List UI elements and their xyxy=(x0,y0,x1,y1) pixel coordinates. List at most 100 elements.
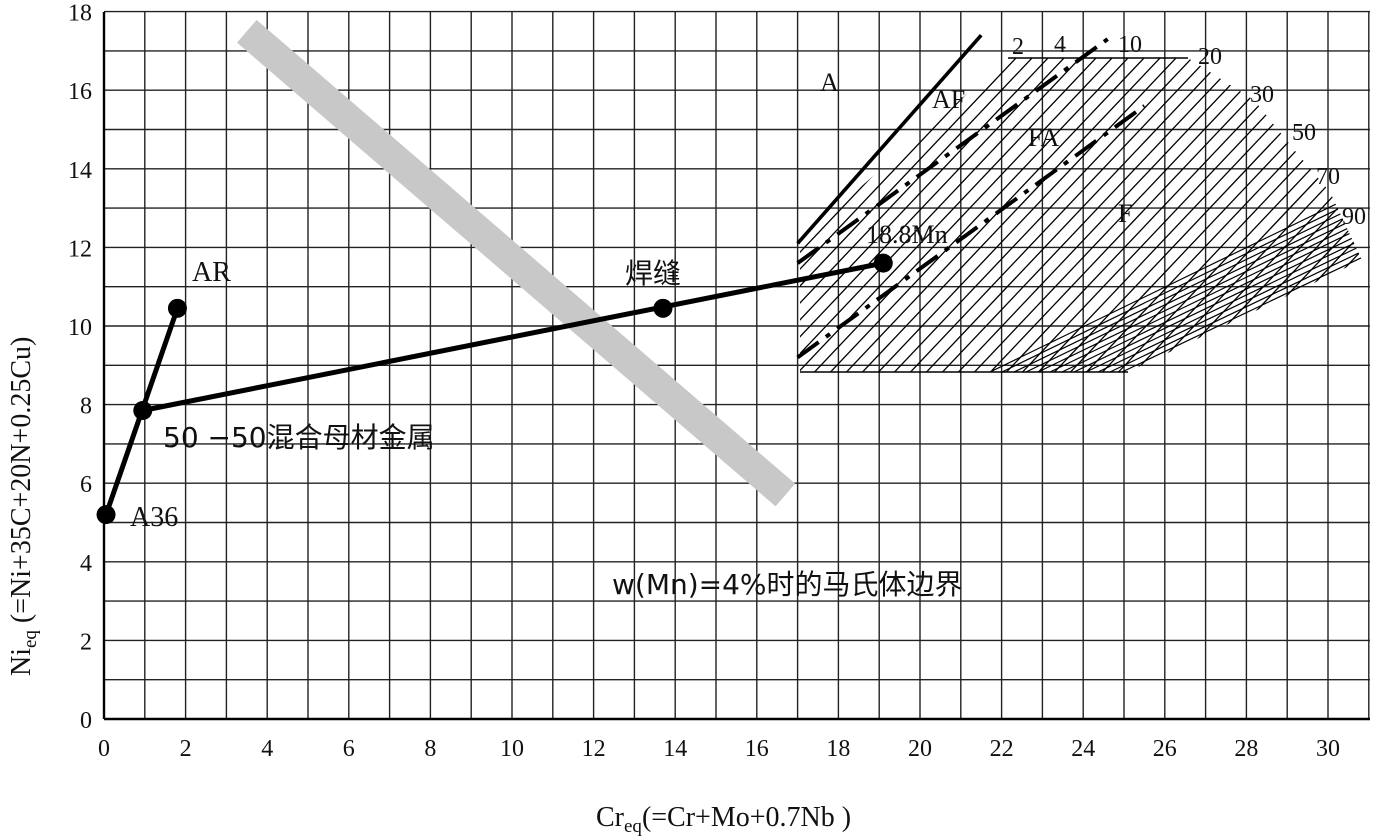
hatch-line xyxy=(800,58,845,372)
ferrite-number-line xyxy=(989,189,1362,372)
ferrite-number-90: 90 xyxy=(1342,204,1366,230)
y-tick-label: 18 xyxy=(68,1,92,27)
label-mix: 50 −50混合母材金属 xyxy=(163,421,435,454)
ferrite-number-line xyxy=(1049,219,1362,372)
y-tick-label: 2 xyxy=(80,629,92,655)
hatch-line xyxy=(835,58,1197,372)
grid xyxy=(103,10,1370,720)
x-tick-label: 12 xyxy=(582,736,606,762)
ferrite-number-2: 2 xyxy=(1012,34,1024,60)
phase-region xyxy=(196,20,1362,400)
y-tick-label: 0 xyxy=(80,708,92,734)
hatch-line xyxy=(851,58,1213,372)
hatch-line xyxy=(800,58,829,372)
hatch-line xyxy=(803,58,1165,372)
hatch-line xyxy=(963,58,1325,372)
x-tick-label: 30 xyxy=(1316,736,1340,762)
phase-label-af: AF xyxy=(932,85,965,114)
phase-boundary-line xyxy=(796,104,1146,360)
y-axis-title: Nieq (=Ni+35C+20N+0.25Cu) xyxy=(6,337,41,676)
x-tick-label: 24 xyxy=(1071,736,1095,762)
phase-fan-lines xyxy=(989,189,1362,372)
y-axis-title-sub: eq xyxy=(20,630,41,648)
x-axis-title-main: Cr xyxy=(596,802,625,833)
ferrite-number-10: 10 xyxy=(1118,32,1142,58)
martensite-boundary-label: w(Mn)=4%时的马氏体边界 xyxy=(612,568,963,601)
hatch-line xyxy=(800,58,1037,372)
hatch-line xyxy=(899,58,1261,372)
label-a36: A36 xyxy=(130,502,178,533)
phase-label-fa: FA xyxy=(1028,123,1060,152)
ferrite-number-line xyxy=(1097,243,1362,372)
ferrite-number-4: 4 xyxy=(1054,32,1066,58)
martensite-boundary-band xyxy=(237,19,796,507)
hatch-line xyxy=(1011,58,1362,372)
hatch-line xyxy=(1059,58,1362,372)
hatch-line xyxy=(196,20,556,400)
label-filler: 18.8Mn xyxy=(866,220,948,249)
hatch-line xyxy=(883,58,1245,372)
y-tick-label: 16 xyxy=(68,79,92,105)
data-point-AR xyxy=(167,298,187,318)
x-tick-label: 28 xyxy=(1234,736,1258,762)
ferrite-number-70: 70 xyxy=(1316,164,1340,190)
y-tick-label: 10 xyxy=(68,315,92,341)
x-tick-label: 2 xyxy=(180,736,192,762)
axes xyxy=(102,12,1370,721)
phase-boundary-line xyxy=(796,37,1109,265)
x-tick-label: 18 xyxy=(826,736,850,762)
y-axis-title-rest: (=Ni+35C+20N+0.25Cu) xyxy=(6,337,37,630)
data-point-weld xyxy=(653,298,673,318)
hatch-line xyxy=(1139,58,1362,372)
x-axis-title: Creq(=Cr+Mo+0.7Nb ) xyxy=(596,802,851,837)
data-point-A36 xyxy=(96,505,116,525)
ferrite-number-30: 30 xyxy=(1250,82,1274,108)
phase-label-f: F xyxy=(1118,199,1132,228)
hatch-line xyxy=(915,58,1277,372)
x-tick-label: 0 xyxy=(98,736,110,762)
y-axis-title-main: Ni xyxy=(6,648,37,676)
ferrite-number-line xyxy=(1145,267,1362,372)
hatch-line xyxy=(340,20,700,400)
hatch-line xyxy=(931,58,1293,372)
hatch-line xyxy=(800,58,813,372)
x-tick-label: 20 xyxy=(908,736,932,762)
ferrite-number-line xyxy=(1037,213,1362,372)
y-tick-label: 14 xyxy=(68,158,92,184)
x-tick-label: 4 xyxy=(261,736,273,762)
hatch-line xyxy=(800,58,1021,372)
ferrite-number-line xyxy=(1085,237,1362,372)
y-tick-label: 4 xyxy=(80,551,92,577)
y-tick-label: 12 xyxy=(68,236,92,262)
ferrite-number-20: 20 xyxy=(1198,44,1222,70)
hatch-line xyxy=(800,58,957,372)
data-points xyxy=(96,253,893,525)
x-tick-label: 16 xyxy=(745,736,769,762)
y-tick-label: 8 xyxy=(80,394,92,420)
hatch-line xyxy=(800,58,973,372)
ferrite-number-line xyxy=(1133,261,1362,372)
x-axis-title-rest: (=Cr+Mo+0.7Nb ) xyxy=(642,802,851,833)
ferrite-number-line xyxy=(1013,201,1362,372)
phase-label-a: A xyxy=(820,68,839,97)
hatch-line xyxy=(979,58,1341,372)
hatch-line xyxy=(800,58,989,372)
hatch-line xyxy=(800,58,1117,372)
ferrite-number-line xyxy=(1001,195,1362,372)
ferrite-number-line xyxy=(1109,249,1362,372)
data-line xyxy=(140,260,886,413)
data-point-mix xyxy=(133,400,153,420)
hatch-line xyxy=(800,58,1069,372)
x-tick-label: 26 xyxy=(1153,736,1177,762)
x-tick-label: 6 xyxy=(343,736,355,762)
x-tick-label: 10 xyxy=(500,736,524,762)
data-point-filler xyxy=(873,253,893,273)
x-tick-label: 22 xyxy=(990,736,1014,762)
label-ar: AR xyxy=(192,257,231,288)
ferrite-number-line xyxy=(1061,225,1362,372)
y-tick-label: 6 xyxy=(80,472,92,498)
hatch-line xyxy=(1091,58,1362,372)
hatch-line xyxy=(800,58,1149,372)
hatch-line xyxy=(800,58,1053,372)
